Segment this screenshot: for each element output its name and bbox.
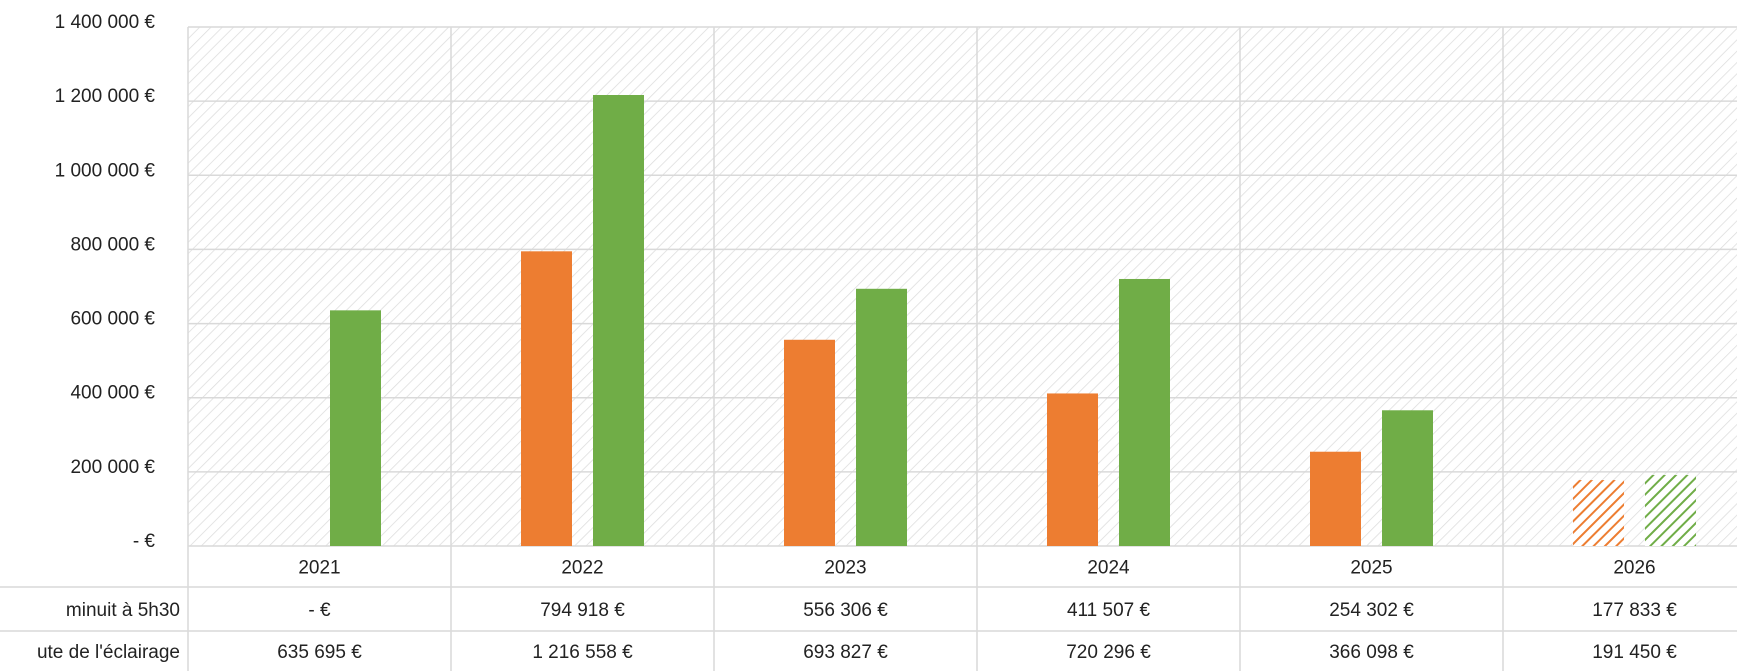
legend-label: minuit à 5h30 xyxy=(66,600,180,621)
x-tick-label: 2022 xyxy=(561,558,603,579)
bar xyxy=(521,251,572,546)
table-value: 720 296 € xyxy=(1066,642,1151,663)
plot-background xyxy=(188,27,1737,546)
y-tick-label: 600 000 € xyxy=(70,309,155,330)
table-value: 254 302 € xyxy=(1329,600,1414,621)
table-value: 191 450 € xyxy=(1592,642,1677,663)
x-tick-label: 2026 xyxy=(1613,558,1655,579)
y-tick-label: 400 000 € xyxy=(70,383,155,404)
legend-label: ute de l'éclairage xyxy=(37,642,180,663)
y-tick-label: 1 200 000 € xyxy=(55,86,156,107)
bar xyxy=(593,95,644,546)
bar xyxy=(1573,480,1624,546)
table-value: - € xyxy=(308,600,331,621)
table-value: 411 507 € xyxy=(1067,600,1151,621)
x-tick-label: 2025 xyxy=(1350,558,1392,579)
bar xyxy=(330,310,381,546)
bar xyxy=(1310,451,1361,546)
table-value: 794 918 € xyxy=(540,600,625,621)
x-tick-label: 2024 xyxy=(1087,558,1130,579)
y-tick-label: 800 000 € xyxy=(70,234,155,255)
bar xyxy=(1047,393,1098,546)
x-tick-label: 2023 xyxy=(824,558,866,579)
x-tick-label: 2021 xyxy=(298,558,340,579)
table-value: 635 695 € xyxy=(277,642,362,663)
y-tick-label: 1 400 000 € xyxy=(55,12,156,33)
table-value: 1 216 558 € xyxy=(532,642,633,663)
table-value: 556 306 € xyxy=(803,600,888,621)
y-tick-label: 1 000 000 € xyxy=(55,160,156,181)
y-tick-label: - € xyxy=(133,531,156,552)
bar xyxy=(784,339,835,546)
table-value: 177 833 € xyxy=(1592,600,1677,621)
table-value: 693 827 € xyxy=(803,642,888,663)
table-value: 366 098 € xyxy=(1329,642,1414,663)
y-tick-label: 200 000 € xyxy=(70,457,155,478)
bar xyxy=(1645,475,1696,546)
bar xyxy=(1382,410,1433,546)
bar xyxy=(856,288,907,546)
bar xyxy=(1119,278,1170,546)
